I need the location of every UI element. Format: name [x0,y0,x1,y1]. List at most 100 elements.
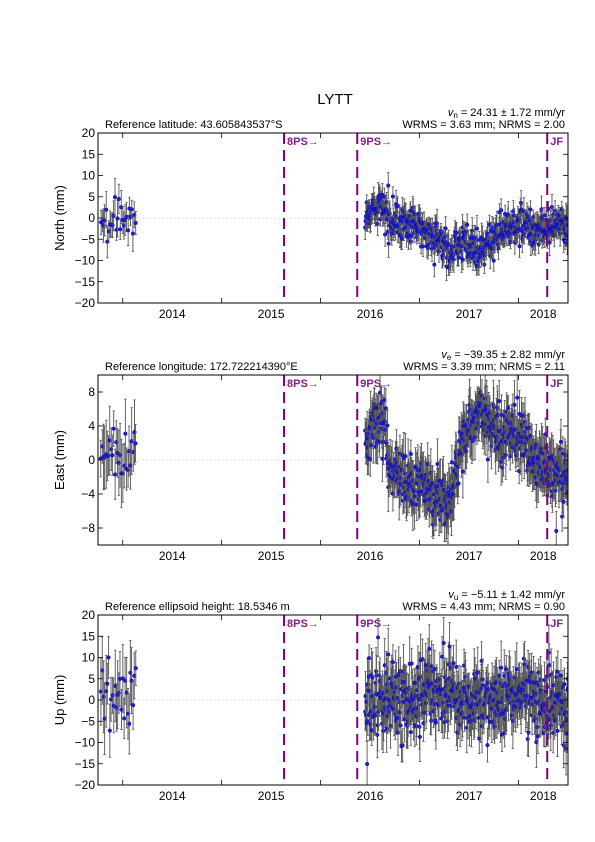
data-point [131,703,136,708]
data-point [499,208,504,213]
panel-east-velocity-symbol: v [441,349,448,361]
data-point [512,402,517,407]
data-point [533,445,538,451]
data-point [494,439,499,444]
panel-up-velocity: vu = −5.11 ± 1.42 mm/yr [448,589,565,602]
data-point [465,222,470,227]
data-point [107,728,112,733]
x-tick-label: 2017 [456,307,483,321]
data-points [98,616,568,785]
data-point [432,262,437,267]
panel-up-stats: WRMS = 4.43 mm; NRMS = 0.90 [402,601,565,613]
panel-up-velocity-symbol: v [448,589,455,601]
data-point [118,227,123,232]
data-point [390,660,395,665]
x-tick-label: 2018 [530,549,557,563]
data-points [99,172,568,282]
data-point [485,457,490,462]
y-tick-label: 0 [88,453,95,467]
x-tick-label: 2015 [258,549,285,563]
data-point [370,675,375,680]
data-point [395,203,400,208]
data-point [464,449,469,454]
data-point [386,241,391,246]
x-tick-label: 2014 [159,549,186,563]
event-labels: 8PS→ 9PS→ JF [287,378,563,390]
event-label: JF [550,136,563,148]
y-tick-label: −10 [75,254,96,268]
data-point [472,435,478,440]
data-point [383,406,388,411]
y-axis-label: East (mm) [52,430,67,490]
data-point [528,207,533,212]
y-tick-label: 4 [88,419,95,433]
panel-north: Reference latitude: 43.605843537°S vn = … [52,107,569,321]
chart-title: LYTT [317,91,353,108]
y-tick-label: 20 [82,126,96,140]
data-point [383,232,388,237]
data-point [517,244,522,249]
x-tick-label: 2014 [159,307,186,321]
data-point [363,694,368,699]
data-point [460,469,465,474]
data-point [409,233,414,239]
data-point [386,183,391,188]
y-tick-label: −20 [75,296,96,310]
data-point [105,681,110,686]
data-point [403,454,408,459]
data-point [554,528,559,534]
panel-north-velocity-symbol: v [448,107,455,119]
data-point [126,228,131,233]
data-point [398,723,403,728]
data-point [115,216,120,221]
y-tick-label: −5 [81,232,95,246]
panel-up: Reference ellipsoid height: 18.5346 m vu… [52,589,569,803]
data-point [133,666,138,671]
data-point [113,472,118,477]
panel-east-velocity: ve = −39.35 ± 2.82 mm/yr [441,349,565,362]
x-tick-label: 2018 [530,307,557,321]
data-point [106,655,111,660]
data-point [542,213,547,218]
data-point [420,244,426,249]
data-point [122,716,127,721]
panel-east-reference: Reference longitude: 172.722214390°E [105,361,298,373]
data-point [129,207,134,212]
data-point [435,221,440,226]
data-point [408,451,413,457]
data-point [386,652,391,657]
panel-north-velocity: vn = 24.31 ± 1.72 mm/yr [448,107,566,120]
data-point [491,258,496,263]
data-point [527,218,532,223]
data-points [98,375,568,545]
data-point [123,431,128,436]
y-tick-label: 15 [82,147,96,161]
data-point [130,231,135,236]
data-point [112,195,118,200]
y-tick-label: 5 [88,190,95,204]
panel-east-stats: WRMS = 3.39 mm; NRMS = 2.11 [403,361,565,373]
x-tick-label: 2015 [258,307,285,321]
data-point [474,226,479,231]
panel-north-plot: 8PS→ 9PS→ JF −20 −15 −10 −5 0 5 10 15 20 2014 2015 201… [52,126,569,321]
y-tick-label: −8 [81,521,95,535]
data-point [397,710,402,715]
x-tick-label: 2016 [357,549,384,563]
data-point [497,399,502,404]
event-label: 9PS→ [360,136,392,148]
data-point [133,220,138,225]
data-point [384,726,389,731]
data-point [449,460,454,465]
panel-north-reference: Reference latitude: 43.605843537°S [105,119,282,131]
panel-east-velocity-sub: e [447,353,452,362]
data-point [104,207,109,212]
event-label: JF [550,378,563,390]
data-point [443,226,448,231]
data-point [460,257,465,262]
data-point [558,439,564,444]
data-point [385,229,390,234]
y-tick-label: 0 [88,211,95,225]
y-tick-label: −4 [81,487,95,501]
y-tick-label: −15 [75,275,96,289]
data-point [127,721,132,726]
